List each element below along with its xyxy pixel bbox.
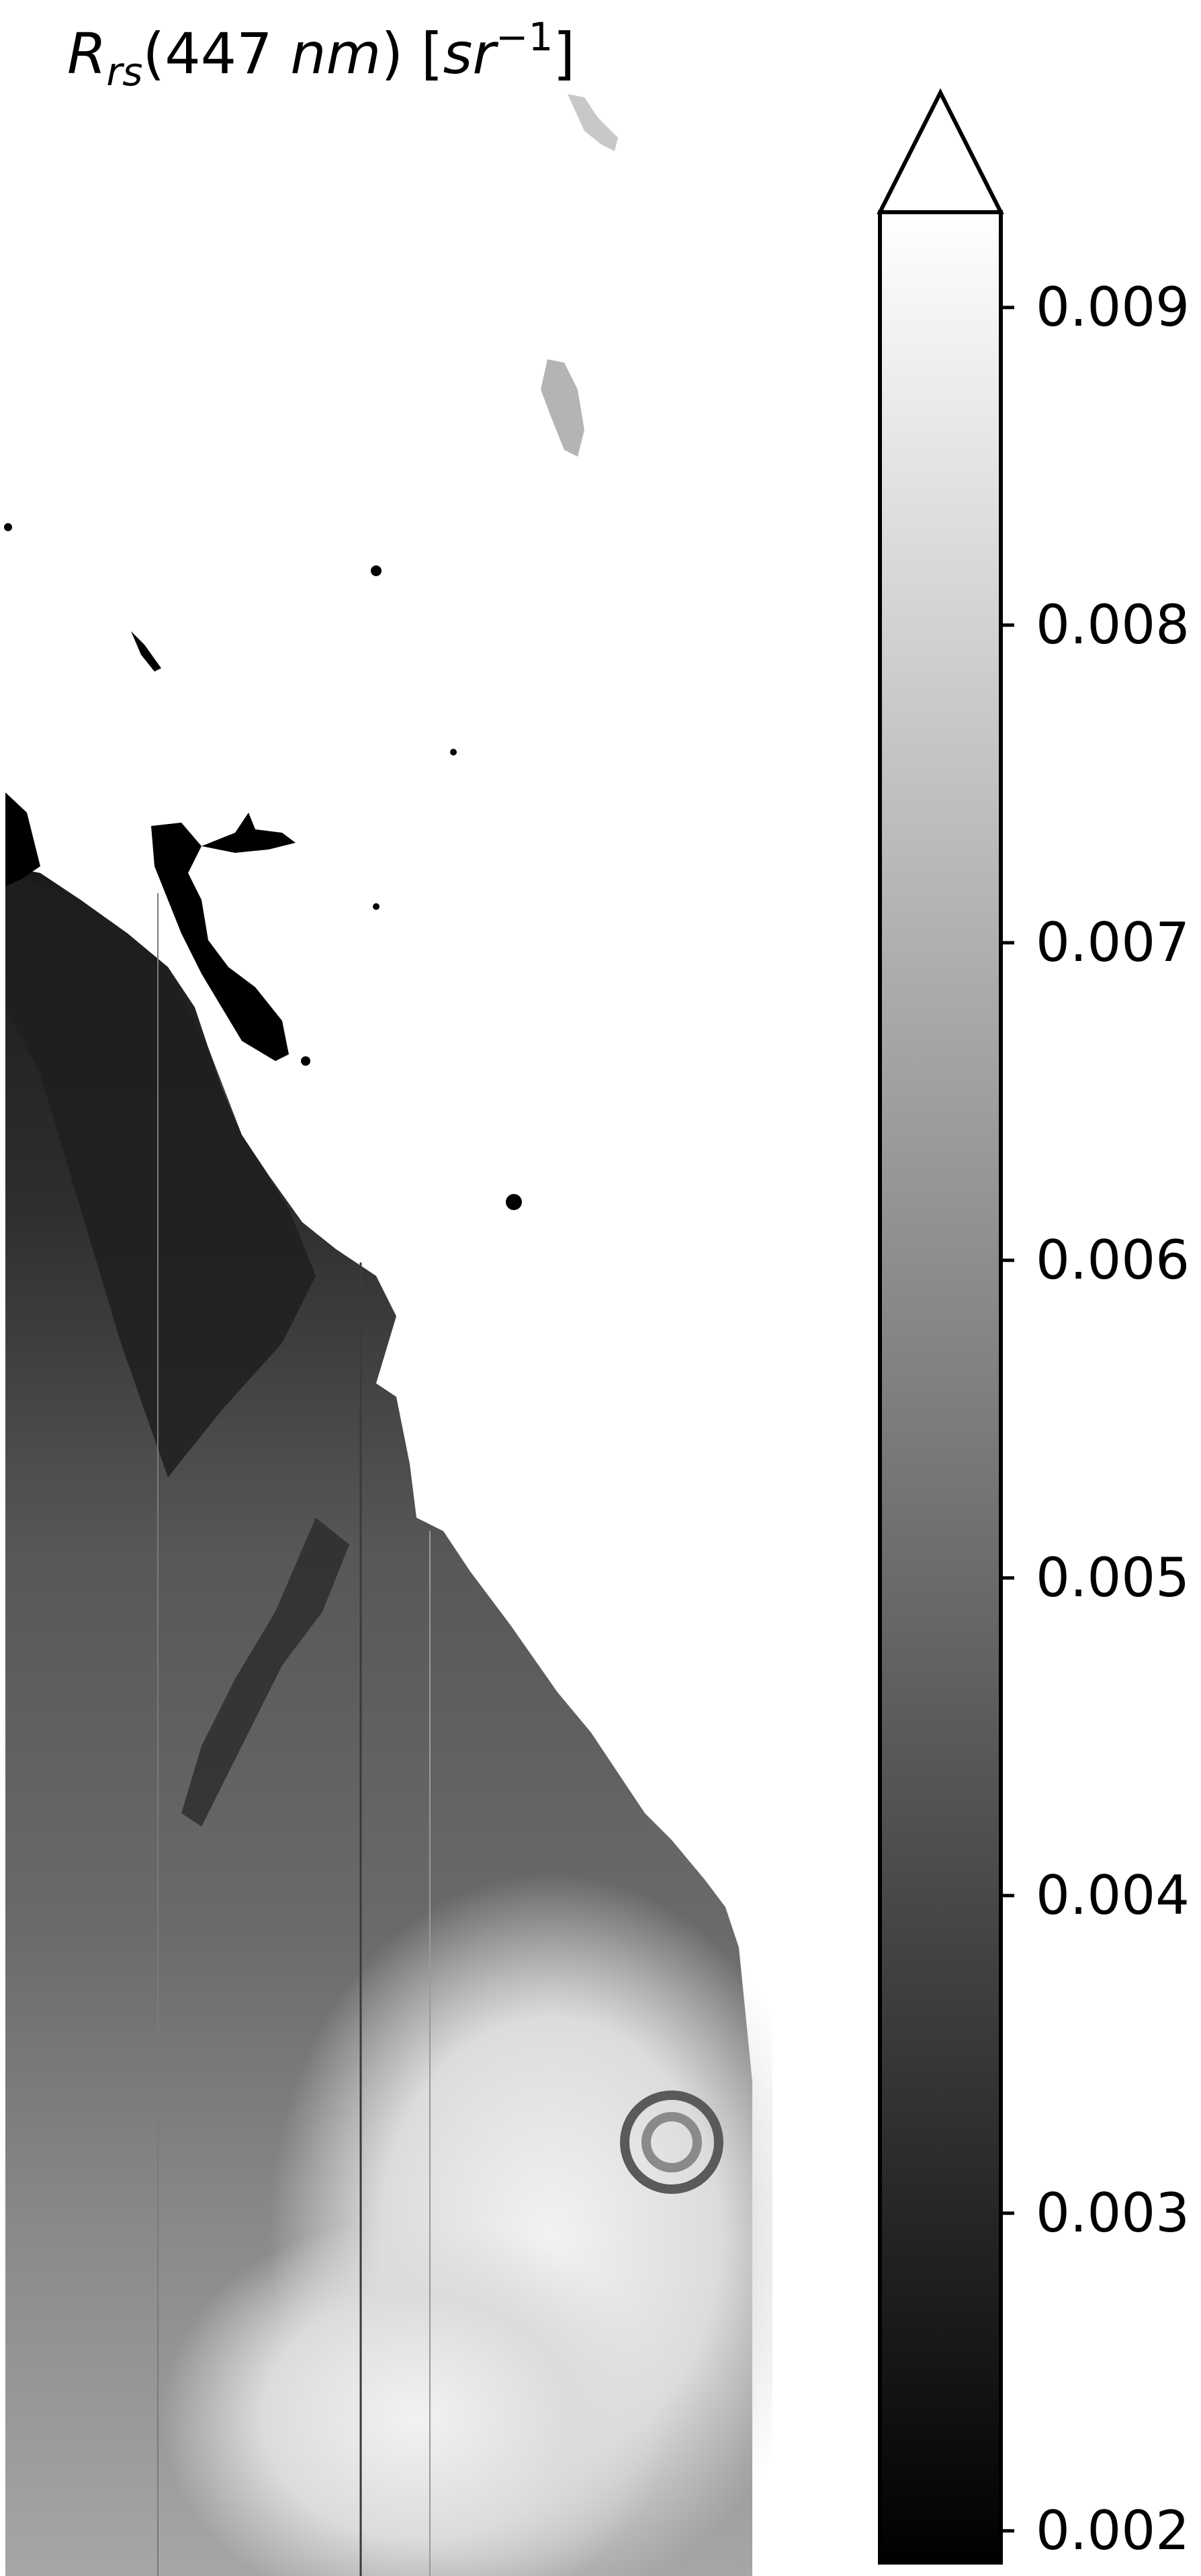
colorbar-tick-label-5: 0.004: [1036, 1864, 1190, 1927]
title-symbol: R: [67, 21, 107, 87]
title-subscript: rs: [106, 49, 143, 95]
grey-island-north: [568, 94, 618, 151]
islet-5: [301, 1056, 310, 1066]
title-bracket-close: ]: [553, 21, 576, 87]
title-superscript: −1: [495, 14, 553, 60]
title-unit-sr: sr: [443, 21, 496, 87]
islet-6: [373, 903, 380, 910]
dark-coastal-band: [5, 873, 316, 1477]
colorbar-tick-label-0: 0.009: [1036, 275, 1190, 338]
reflectance-map-svg: [4, 94, 772, 2576]
colorbar-tick-label-2: 0.007: [1036, 911, 1190, 974]
land-masses: [4, 523, 522, 1210]
colorbar-tick-label-6: 0.003: [1036, 2181, 1190, 2244]
reflectance-map: [4, 94, 772, 2576]
eddy-swirl: [620, 2090, 723, 2194]
islet-4: [450, 749, 457, 755]
colorbar-tick-label-3: 0.006: [1036, 1228, 1190, 1291]
colorbar-ticks: [1001, 306, 1014, 2533]
coastline-edge: [5, 792, 40, 886]
colorbar-gradient: [878, 210, 1003, 2565]
title-wavelength: (447: [142, 21, 291, 87]
island-arm: [202, 813, 296, 853]
colorbar-extend-arrow: [877, 88, 1004, 214]
title-bracket-open: ) [: [381, 21, 443, 87]
dark-eddy-streak: [181, 1518, 349, 1827]
colorbar-tick-label-4: 0.005: [1036, 1546, 1190, 1609]
islet-3: [4, 523, 12, 531]
colorbar-title: Rrs(447 nm) [sr−1]: [67, 0, 575, 95]
colorbar-tick-label-1: 0.008: [1036, 593, 1190, 656]
colorbar: [866, 87, 1014, 2572]
title-unit-nm: nm: [290, 21, 382, 87]
islet-2: [506, 1194, 522, 1210]
grey-island-mid: [541, 359, 584, 457]
west-island: [131, 631, 161, 672]
colorbar-tick-label-7: 0.002: [1036, 2499, 1190, 2562]
main-island: [151, 823, 289, 1061]
colorbar-svg: [877, 88, 1014, 2565]
islet-1: [371, 565, 382, 576]
bright-water-patch-2: [161, 2216, 672, 2576]
